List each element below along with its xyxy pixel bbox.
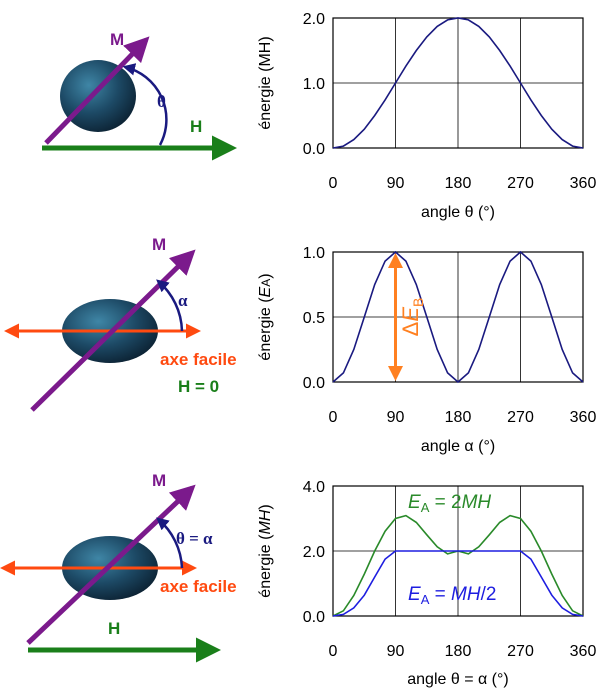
series-line-blue: [332, 550, 584, 617]
x-tick-label: 270: [507, 409, 534, 426]
y-axis-label: énergie (MH): [257, 36, 274, 129]
y-tick-label: 1.0: [303, 76, 325, 93]
y-tick-label: 1.0: [303, 245, 325, 262]
particle-sphere: [60, 60, 136, 132]
y-tick-label: 0.5: [303, 310, 325, 327]
x-tick-label: 360: [570, 643, 597, 660]
x-axis-label: angle α (°): [421, 438, 495, 455]
x-tick-label: 180: [445, 409, 472, 426]
angle-label: θ: [157, 92, 166, 111]
diagram-2: M α axe facile H = 0: [3, 235, 237, 412]
angle-arc: [156, 517, 184, 569]
magnetization-label: M: [152, 471, 166, 490]
x-tick-label: 0: [329, 175, 338, 192]
tick-labels: 0 90 180 270 360 0.0 1.0 2.0: [303, 11, 597, 192]
chart-2: ΔEB 0 90 180 270 360 0.0 0.5 1.0 énergie (EA) a…: [257, 245, 596, 455]
diagram-3: M θ = α axe facile H: [0, 471, 237, 663]
x-axis-label: angle θ = α (°): [407, 671, 508, 688]
y-tick-label: 0.0: [303, 609, 325, 626]
x-axis-label: angle θ (°): [421, 204, 495, 221]
field-label: H: [108, 619, 120, 638]
chart-grid: [332, 17, 584, 149]
x-tick-label: 0: [329, 643, 338, 660]
angle-label: θ = α: [176, 529, 213, 548]
easy-axis-label: axe facile: [160, 577, 237, 596]
diagram-1: M θ H: [42, 30, 237, 161]
series-line: [332, 17, 584, 149]
chart-grid: [332, 251, 584, 383]
x-tick-label: 0: [329, 409, 338, 426]
magnetization-label: M: [110, 30, 124, 49]
barrier-label: ΔEB: [398, 298, 426, 337]
magnetization-arrow: [26, 484, 196, 645]
chart-1: 0 90 180 270 360 0.0 1.0 2.0 énergie (MH) angle…: [257, 11, 596, 221]
series-label-blue: EA = MH/2: [408, 584, 496, 607]
tick-labels: 0 90 180 270 360 0.0 2.0 4.0: [303, 479, 597, 660]
x-tick-label: 90: [387, 643, 405, 660]
series-label-green: EA = 2MH: [408, 492, 491, 515]
y-axis-label: énergie (EA): [257, 273, 274, 360]
x-tick-label: 90: [387, 409, 405, 426]
y-tick-label: 2.0: [303, 11, 325, 28]
x-tick-label: 90: [387, 175, 405, 192]
tick-labels: 0 90 180 270 360 0.0 0.5 1.0: [303, 245, 597, 426]
y-tick-label: 0.0: [303, 141, 325, 158]
angle-label: α: [178, 291, 188, 310]
magnetization-arrow: [44, 36, 150, 145]
easy-axis-label: axe facile: [160, 350, 237, 369]
magnetization-arrow: [30, 249, 196, 412]
field-label: H: [190, 117, 202, 136]
x-tick-label: 180: [445, 175, 472, 192]
y-tick-label: 4.0: [303, 479, 325, 496]
x-tick-label: 360: [570, 409, 597, 426]
y-tick-label: 2.0: [303, 544, 325, 561]
x-tick-label: 270: [507, 643, 534, 660]
plot-frame: [332, 485, 584, 617]
x-tick-label: 180: [445, 643, 472, 660]
angle-arc: [122, 63, 168, 146]
x-tick-label: 360: [570, 175, 597, 192]
y-axis-label: énergie (MH): [257, 504, 274, 597]
chart-3: EA = 2MH EA = MH/2 0 90 180 270 360 0.0 2.0 4.0…: [257, 479, 596, 688]
angle-arc: [156, 279, 184, 332]
series-line: [332, 250, 584, 384]
x-tick-label: 270: [507, 175, 534, 192]
y-tick-label: 0.0: [303, 375, 325, 392]
magnetization-label: M: [152, 235, 166, 254]
field-label: H = 0: [178, 377, 219, 396]
